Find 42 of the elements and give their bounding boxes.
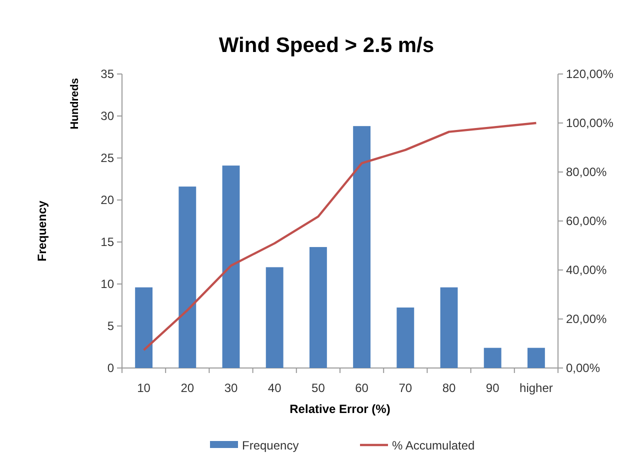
bar	[396, 308, 414, 368]
text: Hundreds	[69, 78, 81, 130]
x-tick-label: 10	[137, 381, 151, 395]
y2-tick-label: 80,00%	[566, 165, 608, 180]
line-series	[142, 122, 538, 352]
legend-label: % Accumulated	[392, 438, 475, 453]
y-tick-label: 10	[100, 277, 114, 292]
x-axis-title: Relative Error (%)	[290, 402, 390, 416]
y-tick-label: 35	[100, 67, 114, 82]
x-tick-label: 90	[486, 381, 500, 395]
bar	[440, 287, 458, 368]
bar	[222, 166, 240, 368]
bar	[135, 287, 153, 368]
legend-label: Frequency	[242, 438, 299, 453]
bar	[178, 186, 196, 368]
x-tick-label: 60	[355, 381, 369, 395]
y2-tick-label: 120,00%	[566, 67, 614, 82]
y-axis-title: Frequency	[35, 200, 49, 262]
chart-title: Wind Speed > 2.5 m/s	[218, 34, 434, 57]
bar	[484, 348, 502, 368]
y2-tick-label: 0,00%	[566, 361, 600, 376]
bar	[266, 267, 284, 368]
y-tick-label: 25	[100, 151, 114, 166]
x-tick-label: 30	[224, 381, 238, 395]
bar	[353, 126, 371, 368]
x-tick-label: 40	[268, 381, 282, 395]
x-tick-label: 50	[312, 381, 326, 395]
y-tick-label: 5	[107, 319, 114, 334]
y2-tick-label: 20,00%	[566, 312, 608, 326]
y2-tick-label: 100,00%	[566, 116, 614, 130]
y-tick-label: 20	[100, 193, 114, 208]
y2-tick-label: 40,00%	[566, 263, 608, 278]
y-tick-label: 0	[107, 361, 114, 376]
bar	[309, 247, 327, 368]
x-tick-label: 70	[398, 381, 412, 395]
y2-tick-label: 60,00%	[566, 214, 608, 228]
y-tick-label: 30	[100, 109, 114, 124]
y-tick-label: 15	[100, 235, 114, 250]
x-tick-label: higher	[520, 381, 553, 395]
x-tick-label: 80	[442, 381, 456, 395]
bar	[527, 348, 545, 368]
x-tick-label: 20	[180, 381, 194, 395]
